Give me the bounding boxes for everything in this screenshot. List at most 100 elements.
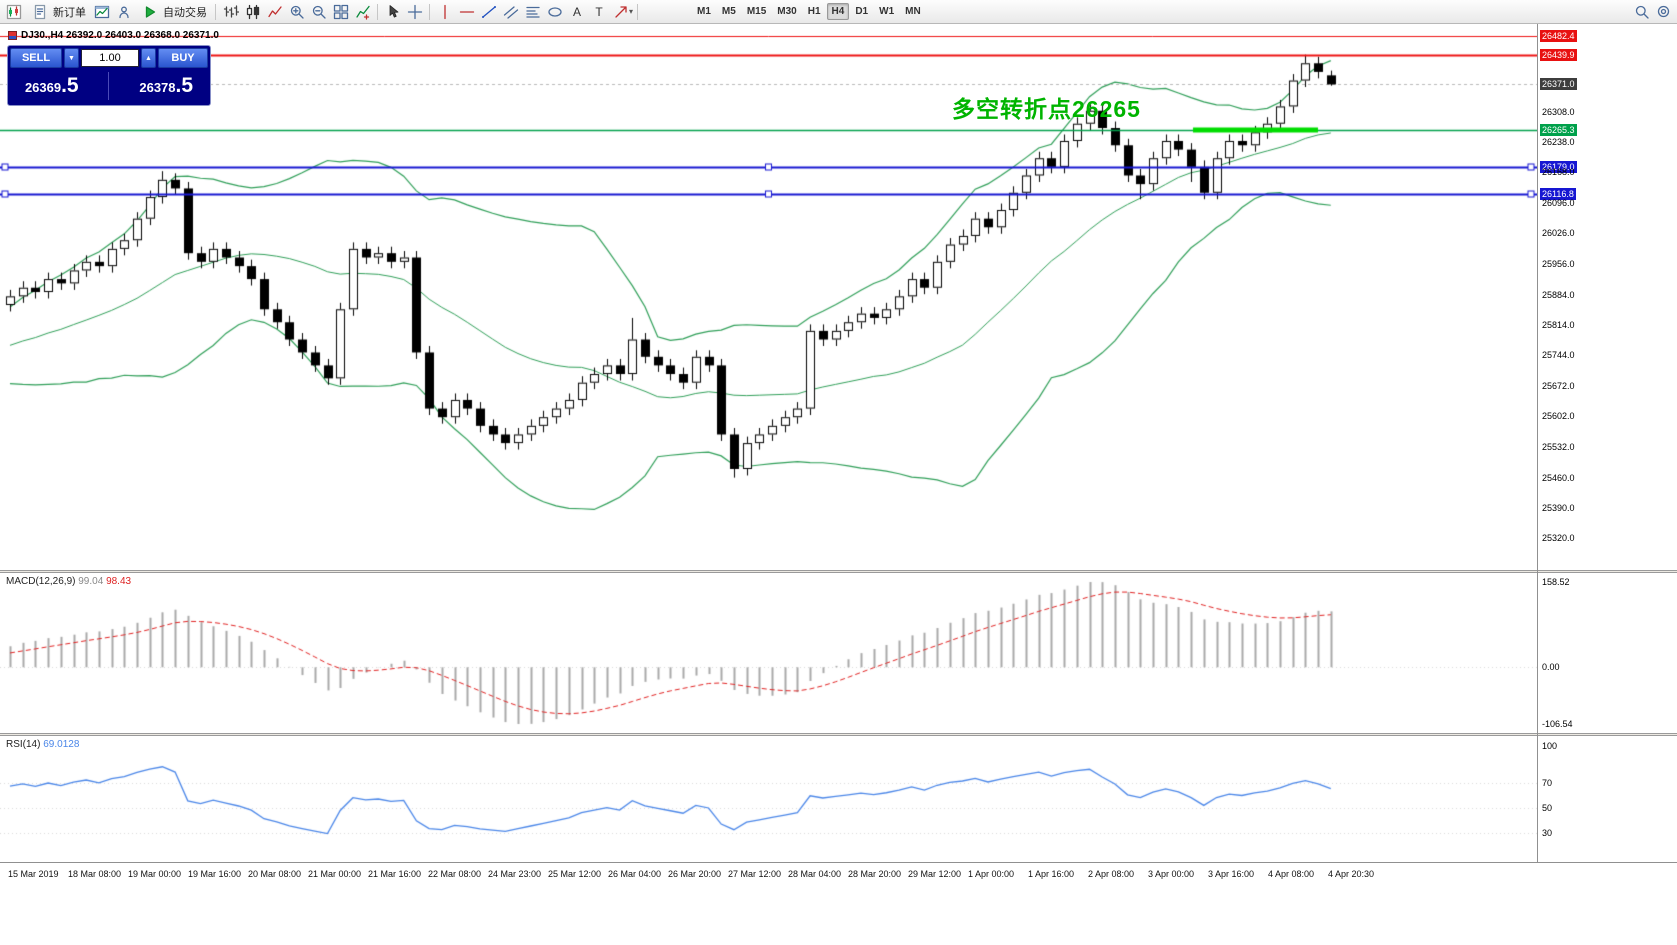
tile-windows-icon[interactable] — [330, 2, 351, 22]
crosshair-icon[interactable] — [404, 2, 425, 22]
main-chart-canvas[interactable] — [0, 24, 1537, 570]
candlestick-chart-icon[interactable] — [242, 2, 263, 22]
autotrading-play-icon — [139, 2, 160, 22]
time-label: 4 Apr 08:00 — [1268, 869, 1315, 879]
blue-price-label: 26116.8 — [1540, 188, 1576, 200]
indicators-icon[interactable] — [352, 2, 373, 22]
time-label: 21 Mar 00:00 — [308, 869, 362, 879]
time-label: 20 Mar 08:00 — [248, 869, 302, 879]
time-label: 2 Apr 08:00 — [1088, 869, 1135, 879]
volume-input[interactable]: 1.00 — [81, 49, 139, 67]
label-icon[interactable]: T — [588, 2, 609, 22]
price-label: 25460.0 — [1542, 473, 1575, 483]
zoom-in-icon[interactable] — [286, 2, 307, 22]
new-order-button[interactable]: 新订单 — [25, 2, 90, 22]
toolbar-separator — [429, 3, 430, 20]
pivot-annotation[interactable]: 多空转折点26265 — [952, 96, 1141, 122]
timeframe-mn-button[interactable]: MN — [905, 6, 921, 17]
zoom-out-icon[interactable] — [308, 2, 329, 22]
panel-separator[interactable] — [0, 733, 1677, 736]
rsi-value: 69.0128 — [43, 739, 80, 750]
price-label: 26308.0 — [1542, 107, 1575, 117]
volume-decrease-button[interactable]: ▼ — [64, 48, 79, 68]
time-label: 26 Mar 04:00 — [608, 869, 662, 879]
macd-axis-label: 0.00 — [1542, 662, 1560, 672]
sell-button[interactable]: SELL — [10, 48, 62, 68]
symbol-icon — [8, 31, 17, 40]
time-label: 25 Mar 12:00 — [548, 869, 602, 879]
ellipse-shape-icon[interactable] — [544, 2, 565, 22]
price-label: 25814.0 — [1542, 320, 1575, 330]
rsi-indicator-label: RSI(14) 69.0128 — [6, 739, 79, 750]
time-label: 22 Mar 08:00 — [428, 869, 482, 879]
price-label: 25744.0 — [1542, 350, 1575, 360]
time-label: 28 Mar 04:00 — [788, 869, 842, 879]
time-axis[interactable]: 15 Mar 2019 18 Mar 08:00 19 Mar 00:00 19 Ma… — [0, 862, 1677, 886]
horizontal-line-icon[interactable] — [456, 2, 477, 22]
search-icon[interactable] — [1631, 2, 1652, 22]
svg-text:T: T — [595, 5, 603, 19]
time-label: 24 Mar 23:00 — [488, 869, 542, 879]
magnifier-icon[interactable] — [1653, 2, 1674, 22]
price-label: 26238.0 — [1542, 137, 1575, 147]
volume-increase-button[interactable]: ▲ — [141, 48, 156, 68]
macd-axis-label: 158.52 — [1542, 577, 1570, 587]
price-label: 25884.0 — [1542, 290, 1575, 300]
rsi-name: RSI(14) — [6, 739, 41, 750]
bar-chart-icon[interactable] — [220, 2, 241, 22]
price-label: 25532.0 — [1542, 442, 1575, 452]
timeframe-m1-button[interactable]: M1 — [697, 6, 711, 17]
trendline-icon[interactable] — [478, 2, 499, 22]
arrow-object-icon[interactable] — [610, 2, 631, 22]
price-axis[interactable]: 26482.4 26439.9 26371.0 26308.0 26265.3 26238… — [1538, 24, 1677, 570]
buy-price: 26378.5 — [139, 74, 193, 98]
buy-price-main: 26378 — [139, 80, 176, 95]
green-price-label: 26265.3 — [1540, 124, 1577, 136]
vertical-line-icon[interactable] — [434, 2, 455, 22]
panel-separator[interactable] — [0, 570, 1677, 573]
timeframe-w1-button[interactable]: W1 — [879, 6, 895, 17]
buy-price-fraction: .5 — [175, 74, 194, 97]
rsi-axis[interactable]: 100 70 50 30 — [1538, 736, 1677, 862]
red-price-label: 26482.4 — [1540, 30, 1577, 42]
price-label: 25320.0 — [1542, 533, 1575, 543]
macd-panel-canvas[interactable] — [0, 573, 1537, 733]
chart-window-icon[interactable] — [91, 2, 112, 22]
price-label: 26168.0 — [1542, 167, 1575, 177]
macd-axis[interactable]: 158.52 0.00 -106.54 — [1538, 573, 1677, 733]
one-click-trading-panel: SELL ▼ 1.00 ▲ BUY 26369.5 26378.5 — [7, 45, 211, 106]
equidistant-channel-icon[interactable] — [500, 2, 521, 22]
toolbar-separator — [637, 3, 639, 20]
rsi-axis-label: 50 — [1542, 803, 1553, 813]
timeframe-m5-button[interactable]: M5 — [721, 6, 736, 17]
text-icon[interactable]: A — [566, 2, 587, 22]
time-label: 15 Mar 2019 — [8, 869, 59, 879]
rsi-axis-label: 30 — [1542, 828, 1553, 838]
plot-right-border — [1537, 24, 1538, 862]
app-chart-icon[interactable] — [3, 2, 24, 22]
rsi-panel-canvas[interactable] — [0, 736, 1537, 862]
rsi-axis-label: 70 — [1542, 778, 1553, 788]
price-label: 25672.0 — [1542, 381, 1575, 391]
timeframe-m15-button[interactable]: M15 — [746, 6, 767, 17]
timeframe-h1-button[interactable]: H1 — [807, 6, 821, 17]
line-chart-icon[interactable] — [264, 2, 285, 22]
sell-price-fraction: .5 — [61, 74, 79, 97]
profiles-icon[interactable] — [113, 2, 134, 22]
cursor-icon[interactable] — [382, 2, 403, 22]
timeframe-d1-button[interactable]: D1 — [855, 6, 869, 17]
autotrading-button[interactable]: 自动交易 — [135, 2, 211, 22]
price-label: 25956.0 — [1542, 259, 1575, 269]
timeframe-h4-button[interactable]: H4 — [826, 3, 850, 20]
macd-signal-value: 98.43 — [106, 576, 132, 587]
new-order-icon — [29, 2, 50, 22]
fibonacci-icon[interactable] — [522, 2, 543, 22]
time-label: 18 Mar 08:00 — [68, 869, 122, 879]
buy-button[interactable]: BUY — [158, 48, 208, 68]
price-label: 25602.0 — [1542, 411, 1575, 421]
timeframe-m30-button[interactable]: M30 — [777, 6, 797, 17]
shapes-dropdown-icon[interactable]: ▾ — [629, 7, 634, 16]
time-label: 19 Mar 00:00 — [128, 869, 182, 879]
chart-ohlc-text: DJ30.,H4 26392.0 26403.0 26368.0 26371.0 — [21, 30, 219, 41]
time-label: 3 Apr 00:00 — [1148, 869, 1195, 879]
